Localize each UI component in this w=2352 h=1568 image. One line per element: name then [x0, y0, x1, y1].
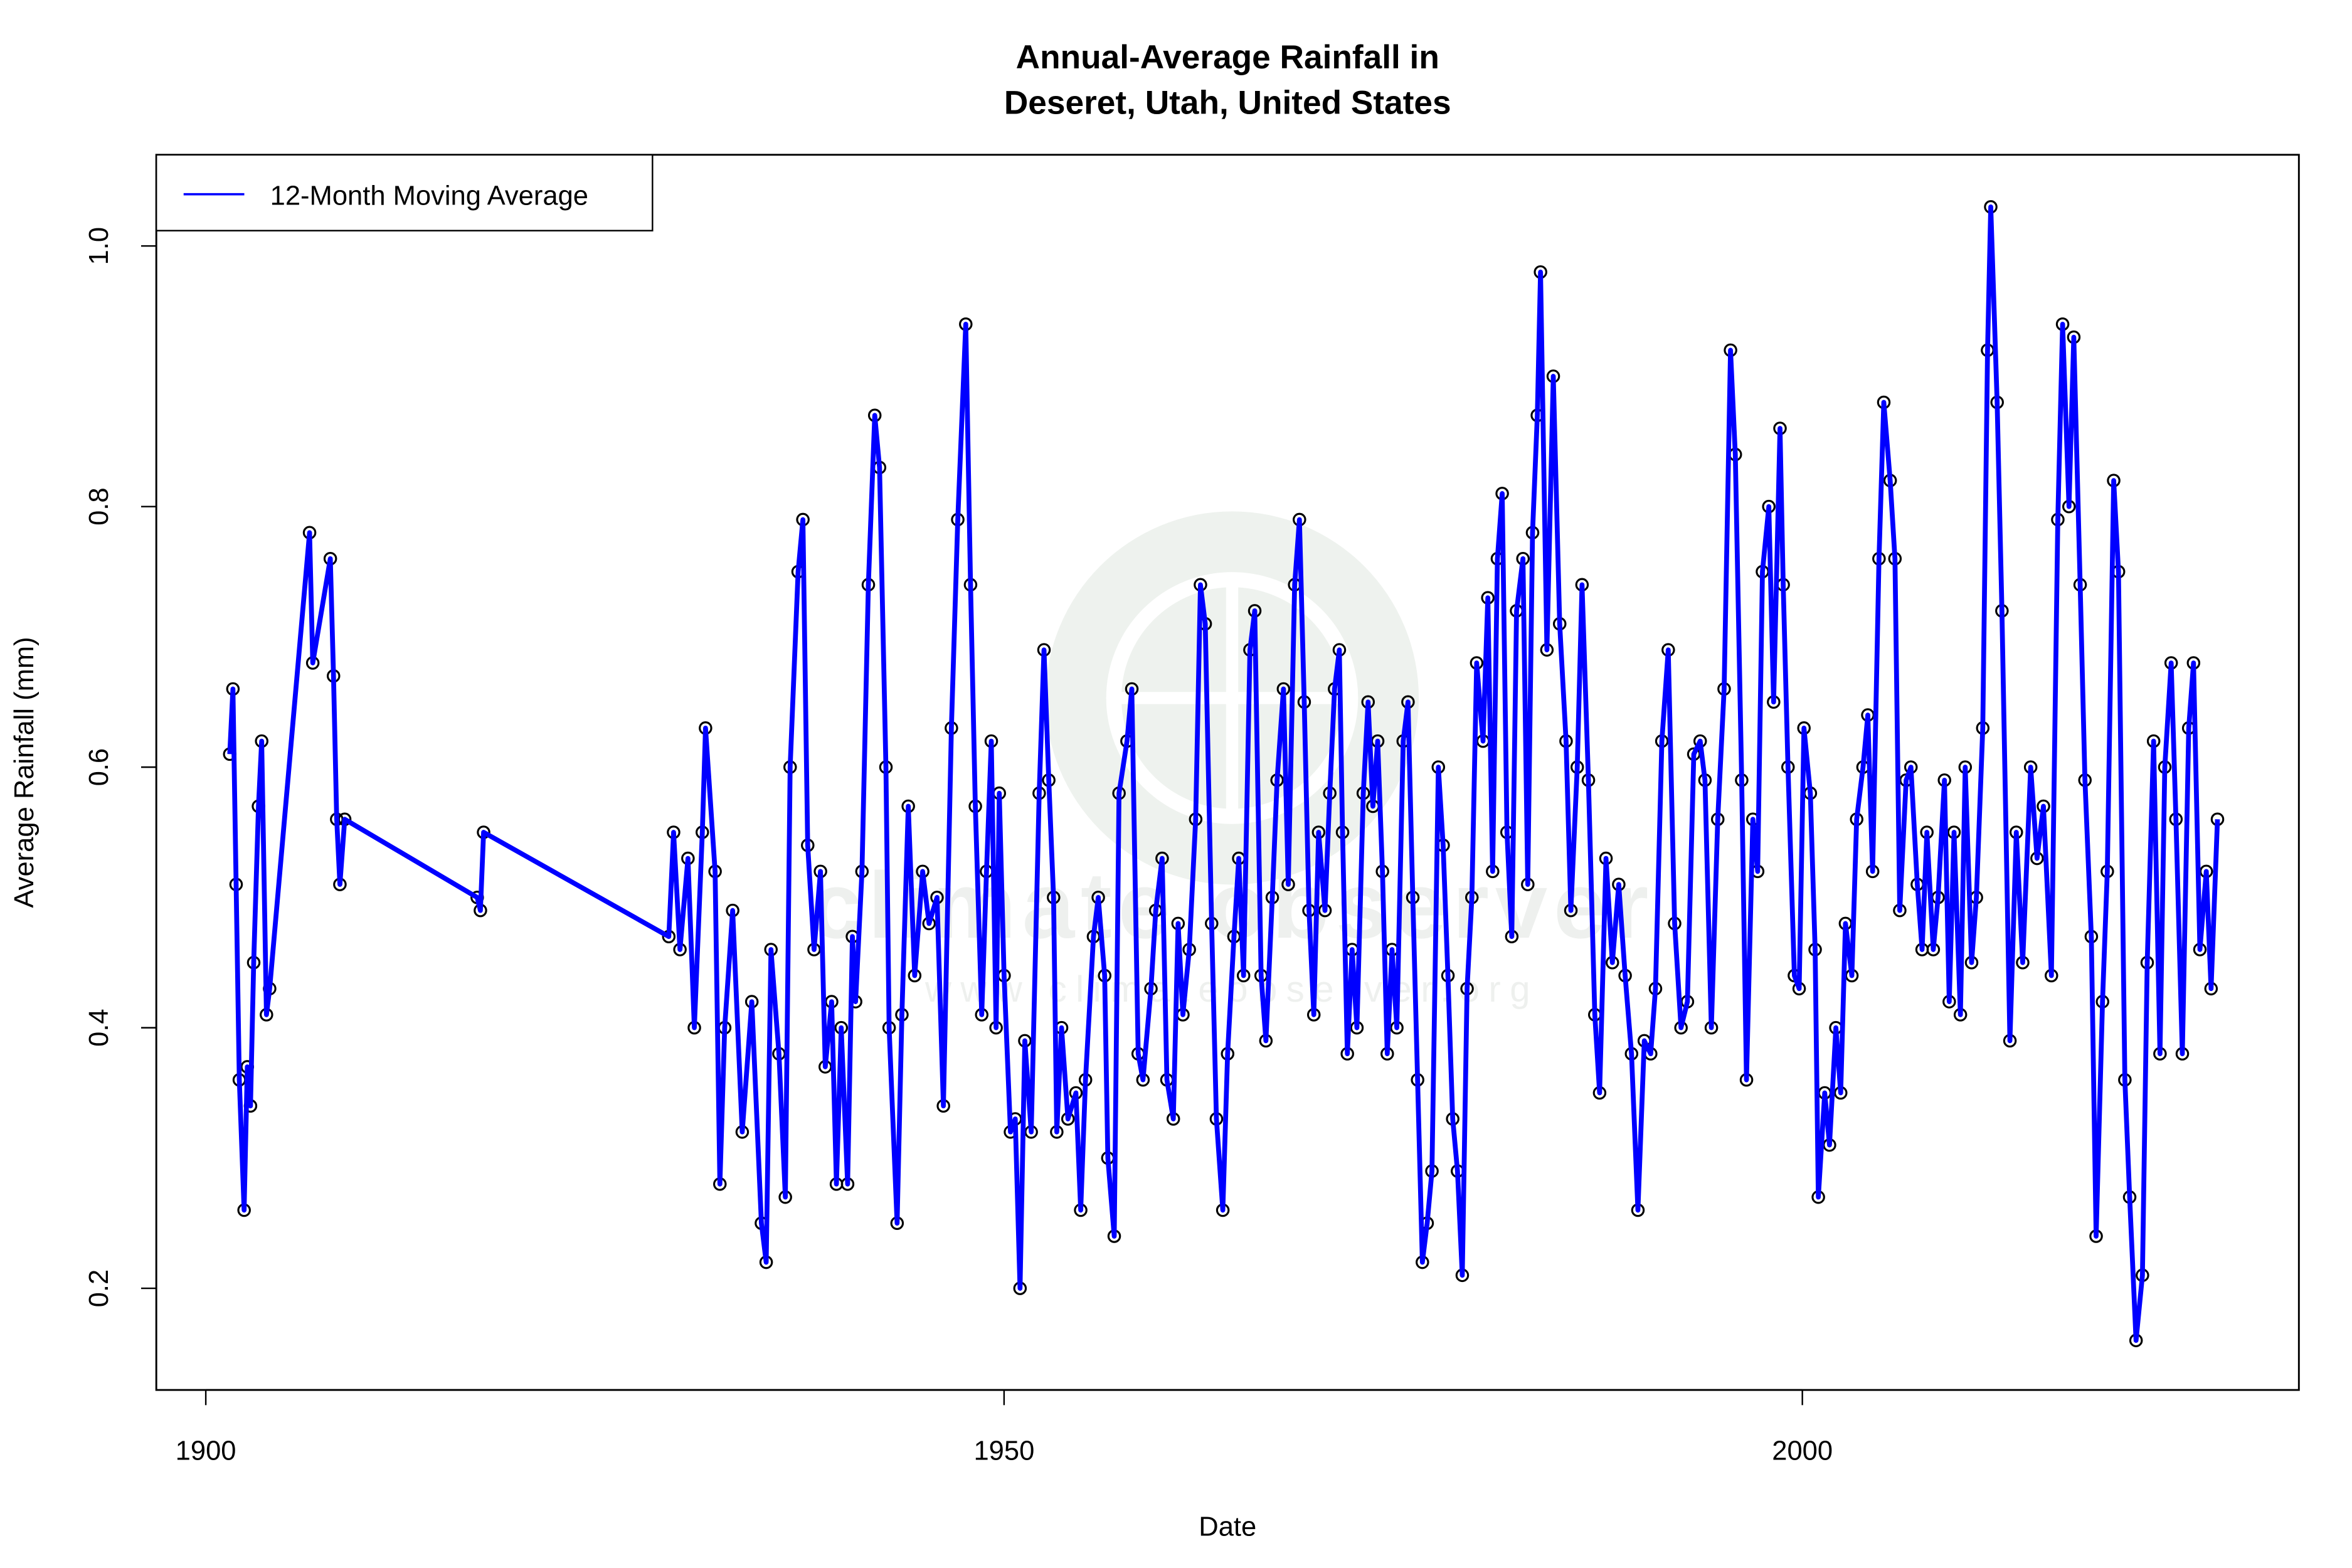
- legend-box: [155, 154, 654, 231]
- legend-entry-label: 12-Month Moving Average: [270, 181, 588, 211]
- y-tick-label: 0.2: [84, 1269, 114, 1308]
- x-axis-label: Date: [1199, 1512, 1256, 1542]
- x-tick-label: 1900: [176, 1436, 236, 1466]
- x-tick-label: 2000: [1772, 1436, 1833, 1466]
- x-axis: 1900 1950 2000: [176, 1389, 1833, 1466]
- x-tick-label: 1950: [973, 1436, 1034, 1466]
- y-axis: 0.2 0.4 0.6 0.8 1.0: [84, 227, 157, 1308]
- chart-subtitle: Deseret, Utah, United States: [1004, 84, 1451, 121]
- y-axis-label: Average Rainfall (mm): [9, 637, 40, 908]
- y-tick-label: 1.0: [84, 227, 114, 265]
- watermark-url: www.climateobserver.org: [924, 969, 1539, 1010]
- legend: 12-Month Moving Average: [155, 154, 654, 231]
- series-line: [227, 204, 2220, 1343]
- chart-title: Annual-Average Rainfall in: [1016, 39, 1439, 76]
- y-tick-label: 0.8: [84, 487, 114, 526]
- y-tick-label: 0.6: [84, 748, 114, 787]
- y-tick-label: 0.4: [84, 1009, 114, 1047]
- plot-marks: [223, 200, 2225, 1347]
